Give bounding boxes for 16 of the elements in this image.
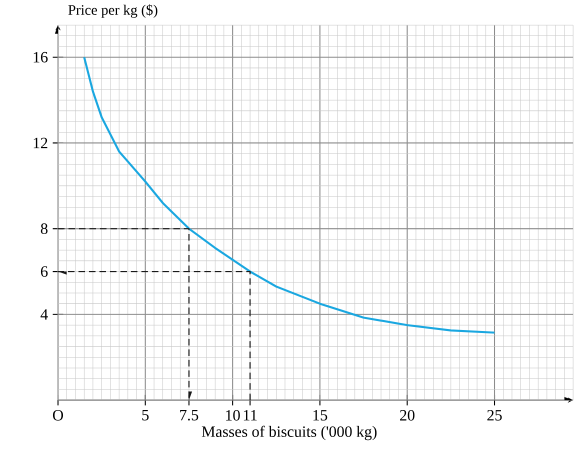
y-tick-label: 6 — [40, 266, 48, 277]
x-tick-label: 25 — [487, 410, 502, 420]
y-tick-label: 8 — [40, 223, 48, 234]
x-tick-label: 20 — [400, 410, 414, 420]
line-series — [83, 56, 496, 334]
y-axis-title: Price per kg ($) — [68, 4, 158, 18]
y-tick-label: 4 — [40, 309, 48, 320]
x-tick-label: 7.5 — [180, 410, 198, 420]
x-tick-label: O — [52, 410, 64, 420]
x-axis-title: Masses of biscuits ('000 kg) — [202, 426, 377, 440]
y-tick-label: 16 — [34, 52, 48, 62]
x-tick-label: 5 — [142, 410, 149, 420]
x-tick-label: 10 — [226, 410, 240, 420]
y-tick-label: 12 — [34, 138, 48, 148]
x-tick-label: 11 — [244, 410, 257, 420]
x-tick-label: 15 — [313, 410, 328, 420]
